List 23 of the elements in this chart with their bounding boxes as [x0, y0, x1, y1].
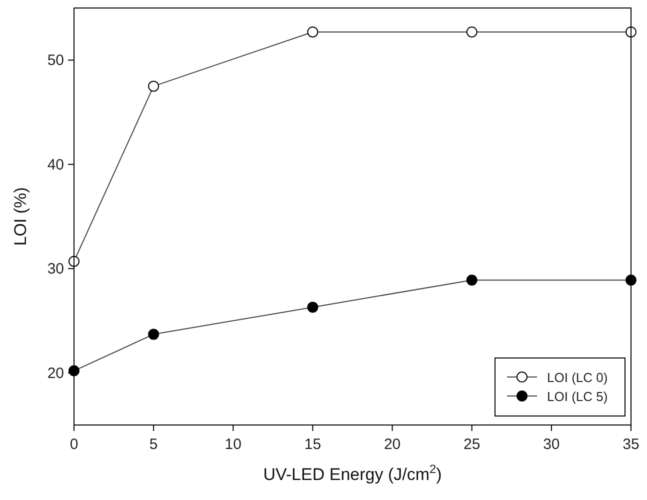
legend-label: LOI (LC 5): [547, 389, 608, 404]
legend-label: LOI (LC 0): [547, 370, 608, 385]
point: [307, 302, 318, 313]
x-axis-title: UV-LED Energy (J/cm$^{2}$): [263, 462, 442, 484]
point: [148, 80, 160, 92]
point: [466, 26, 478, 38]
y-axis-title: LOI (%): [11, 187, 30, 246]
x-tick-label: 15: [304, 436, 322, 453]
x-tick-label: 25: [464, 436, 480, 453]
x-tick-label: 5: [149, 436, 158, 453]
x-tick-label: 20: [384, 436, 401, 453]
point: [466, 274, 478, 286]
x-tick-label: 0: [70, 436, 78, 453]
y-tick-label: 20: [47, 364, 64, 382]
x-tick-label: 10: [224, 436, 242, 453]
y-tick-label: 30: [47, 260, 64, 278]
point: [68, 256, 80, 267]
y-tick-label: 40: [47, 156, 64, 174]
point: [307, 26, 318, 38]
y-tick-label: 50: [47, 52, 64, 70]
point: [148, 328, 160, 340]
x-tick-label: 30: [543, 436, 560, 453]
x-tick-label: 35: [622, 436, 640, 453]
